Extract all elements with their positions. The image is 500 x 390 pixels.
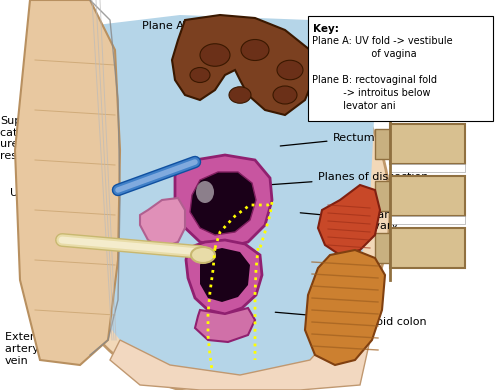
Polygon shape (390, 228, 465, 268)
Polygon shape (375, 233, 390, 263)
Ellipse shape (200, 44, 230, 66)
Polygon shape (390, 112, 465, 120)
Polygon shape (390, 20, 465, 60)
Polygon shape (305, 250, 385, 365)
Polygon shape (375, 181, 390, 211)
Text: Sigmoid colon: Sigmoid colon (276, 312, 426, 327)
Polygon shape (15, 0, 120, 365)
Ellipse shape (50, 25, 390, 390)
Text: Fallopian tube
and ovary: Fallopian tube and ovary (300, 209, 421, 231)
Polygon shape (140, 198, 185, 248)
Text: Rectum: Rectum (280, 133, 375, 146)
Ellipse shape (229, 87, 251, 103)
Polygon shape (190, 172, 256, 235)
Polygon shape (200, 248, 250, 302)
Text: Key:: Key: (312, 24, 338, 34)
Polygon shape (390, 124, 465, 164)
Polygon shape (390, 176, 465, 216)
Ellipse shape (273, 86, 297, 104)
Polygon shape (50, 15, 375, 375)
Polygon shape (390, 72, 465, 112)
Polygon shape (375, 129, 390, 159)
Polygon shape (110, 310, 370, 390)
Text: of vagina: of vagina (312, 49, 417, 58)
Polygon shape (375, 25, 390, 55)
Text: Plane B: Plane B (182, 21, 224, 32)
Polygon shape (172, 15, 315, 115)
Polygon shape (175, 155, 272, 248)
Ellipse shape (191, 247, 215, 263)
Text: Suprapubic
catheter – cases of
urethral
resection: Suprapubic catheter – cases of urethral … (0, 116, 106, 168)
Polygon shape (195, 308, 255, 342)
Polygon shape (318, 185, 380, 255)
Text: Planes of dissection: Planes of dissection (266, 172, 428, 185)
Text: Uterus: Uterus (30, 227, 95, 245)
Polygon shape (186, 240, 262, 314)
Text: Plane A: UV fold -> vestibule: Plane A: UV fold -> vestibule (312, 35, 453, 46)
Ellipse shape (196, 181, 214, 203)
Text: Urachus: Urachus (10, 188, 90, 204)
Text: Ureter: Ureter (30, 272, 85, 292)
Polygon shape (390, 164, 465, 172)
Text: Plane B: rectovaginal fold: Plane B: rectovaginal fold (312, 74, 438, 85)
Text: Plane A: Plane A (142, 21, 184, 32)
Polygon shape (390, 60, 465, 68)
Text: External iliac
artery and
vein: External iliac artery and vein (5, 320, 77, 366)
Text: -> introitus below: -> introitus below (312, 88, 431, 98)
Polygon shape (375, 77, 390, 107)
Ellipse shape (277, 60, 303, 80)
Ellipse shape (241, 39, 269, 60)
Ellipse shape (190, 67, 210, 83)
Text: levator ani: levator ani (312, 101, 396, 111)
Polygon shape (390, 216, 465, 224)
Bar (308, 16, 492, 121)
